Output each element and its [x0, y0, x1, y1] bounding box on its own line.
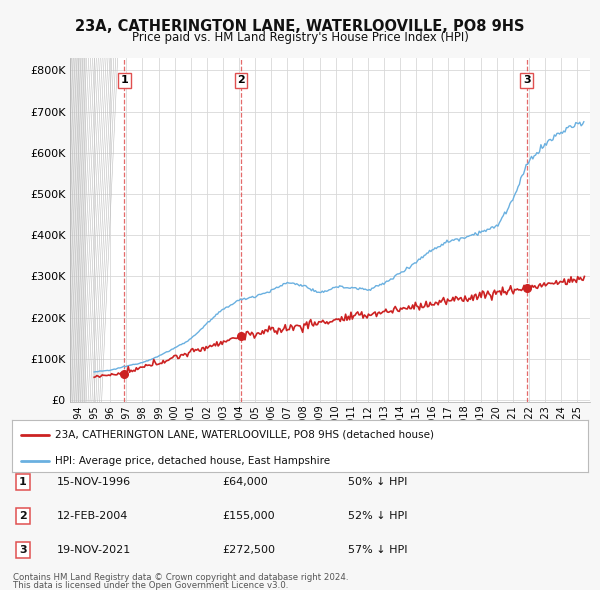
Text: 57% ↓ HPI: 57% ↓ HPI: [348, 545, 407, 555]
Text: 1: 1: [121, 76, 128, 85]
Text: 23A, CATHERINGTON LANE, WATERLOOVILLE, PO8 9HS (detached house): 23A, CATHERINGTON LANE, WATERLOOVILLE, P…: [55, 430, 434, 440]
Text: 3: 3: [523, 76, 530, 85]
Text: 12-FEB-2004: 12-FEB-2004: [57, 511, 128, 521]
Text: 1: 1: [19, 477, 26, 487]
Text: £272,500: £272,500: [222, 545, 275, 555]
Text: £64,000: £64,000: [222, 477, 268, 487]
Text: Contains HM Land Registry data © Crown copyright and database right 2024.: Contains HM Land Registry data © Crown c…: [13, 572, 349, 582]
Text: 3: 3: [19, 545, 26, 555]
Text: 50% ↓ HPI: 50% ↓ HPI: [348, 477, 407, 487]
Text: This data is licensed under the Open Government Licence v3.0.: This data is licensed under the Open Gov…: [13, 581, 289, 590]
Text: 52% ↓ HPI: 52% ↓ HPI: [348, 511, 407, 521]
Bar: [70, 58, 86, 402]
Text: HPI: Average price, detached house, East Hampshire: HPI: Average price, detached house, East…: [55, 455, 331, 466]
Text: 2: 2: [19, 511, 26, 521]
Text: 15-NOV-1996: 15-NOV-1996: [57, 477, 131, 487]
Text: 19-NOV-2021: 19-NOV-2021: [57, 545, 131, 555]
Text: Price paid vs. HM Land Registry's House Price Index (HPI): Price paid vs. HM Land Registry's House …: [131, 31, 469, 44]
Text: 2: 2: [237, 76, 245, 85]
Text: 23A, CATHERINGTON LANE, WATERLOOVILLE, PO8 9HS: 23A, CATHERINGTON LANE, WATERLOOVILLE, P…: [75, 19, 525, 34]
Text: £155,000: £155,000: [222, 511, 275, 521]
